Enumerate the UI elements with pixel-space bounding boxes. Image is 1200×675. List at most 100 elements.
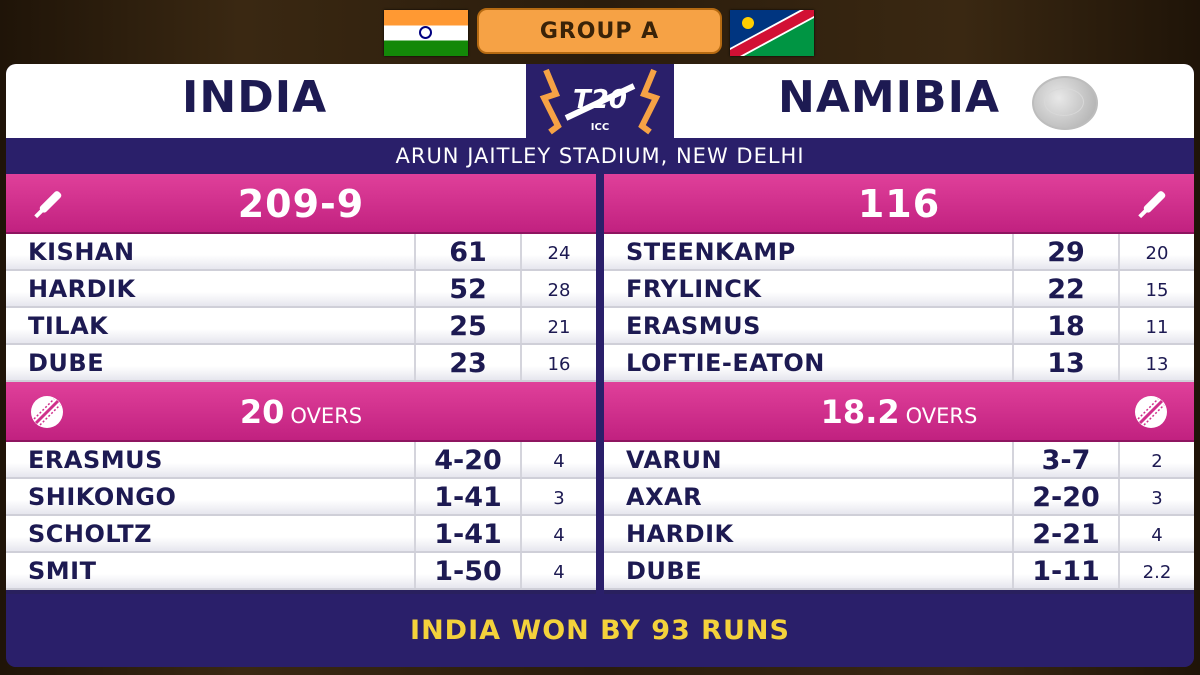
batter-runs: 13: [1047, 348, 1085, 379]
t20-logo: T20 ICC: [526, 64, 674, 138]
table-row: FRYLINCK 22 15: [604, 271, 1194, 308]
table-row: LOFTIE-EATON 13 13: [604, 345, 1194, 382]
bowler-overs: 4: [1151, 525, 1163, 546]
bowler-name: SMIT: [28, 557, 97, 585]
table-row: VARUN 3-7 2: [604, 442, 1194, 479]
overs-value: 18.2: [820, 393, 900, 431]
bowler-name: HARDIK: [626, 520, 734, 548]
batter-runs: 29: [1047, 237, 1085, 268]
cricket-ball-icon: [31, 396, 63, 428]
table-row: ERASMUS 18 11: [604, 308, 1194, 345]
batter-balls: 13: [1145, 354, 1169, 375]
table-row: SHIKONGO 1-41 3: [6, 479, 596, 516]
table-row: SCHOLTZ 1-41 4: [6, 516, 596, 553]
bowler-name: SHIKONGO: [28, 483, 177, 511]
namibia-flag: [730, 10, 814, 56]
bowler-figures: 2-20: [1032, 482, 1100, 513]
bowler-figures: 1-11: [1032, 556, 1100, 587]
innings-b-score-bar: 116: [604, 174, 1194, 234]
bowler-overs: 2.2: [1142, 562, 1172, 583]
bowler-overs: 2: [1151, 451, 1163, 472]
innings-a-bowling: ERASMUS 4-20 4 SHIKONGO 1-41 3 SCHOLTZ 1-41 4 …: [6, 442, 596, 590]
bowler-name: DUBE: [626, 557, 703, 585]
batter-runs: 23: [449, 348, 487, 379]
cricket-ball-icon: [1135, 396, 1167, 428]
innings-b: 116 STEENKAMP 29 20 FRYLINCK 22 15 ERASMUS 18…: [604, 174, 1194, 594]
batter-balls: 11: [1145, 317, 1169, 338]
bowler-figures: 4-20: [434, 445, 502, 476]
top-bar: GROUP A: [0, 8, 1200, 56]
overs-label: OVERS: [290, 404, 363, 428]
table-row: HARDIK 2-21 4: [604, 516, 1194, 553]
bowler-figures: 3-7: [1041, 445, 1091, 476]
batter-runs: 22: [1047, 274, 1085, 305]
batter-name: HARDIK: [28, 275, 136, 303]
innings-b-bowling: VARUN 3-7 2 AXAR 2-20 3 HARDIK 2-21 4 DUBE 1-11…: [604, 442, 1194, 590]
batter-name: TILAK: [28, 312, 109, 340]
bowler-figures: 1-41: [434, 519, 502, 550]
bowler-overs: 4: [553, 562, 565, 583]
bowler-figures: 2-21: [1032, 519, 1100, 550]
batter-name: ERASMUS: [626, 312, 761, 340]
bowler-figures: 1-41: [434, 482, 502, 513]
team-a-name: INDIA: [182, 72, 328, 123]
logo-sub: ICC: [591, 122, 609, 133]
bowler-overs: 3: [553, 488, 565, 509]
result-bar: INDIA WON BY 93 RUNS: [6, 594, 1194, 667]
batter-balls: 24: [547, 243, 571, 264]
innings-a-score-bar: 209-9: [6, 174, 596, 234]
batter-balls: 15: [1145, 280, 1169, 301]
batter-balls: 16: [547, 354, 571, 375]
overs-label: OVERS: [905, 404, 978, 428]
batter-name: STEENKAMP: [626, 238, 796, 266]
innings-a-overs: 20 OVERS: [6, 382, 596, 448]
bowler-name: ERASMUS: [28, 446, 163, 474]
batter-balls: 28: [547, 280, 571, 301]
team-b-name: NAMIBIA: [778, 72, 1000, 123]
overs-value: 20: [239, 393, 285, 431]
venue-bar: ARUN JAITLEY STADIUM, NEW DELHI: [6, 138, 1194, 174]
column-divider: [596, 174, 604, 594]
innings-b-batting: STEENKAMP 29 20 FRYLINCK 22 15 ERASMUS 18 11 L…: [604, 234, 1194, 382]
innings-a: 209-9 KISHAN 61 24 HARDIK 52 28 TILAK 25 21 DU…: [6, 174, 596, 594]
match-result: INDIA WON BY 93 RUNS: [410, 615, 790, 646]
batter-balls: 21: [547, 317, 571, 338]
scoreboard: INDIA T20 ICC NAMIBIA ARUN JAITLEY STADI…: [6, 64, 1194, 667]
venue-name: ARUN JAITLEY STADIUM, NEW DELHI: [395, 144, 805, 168]
cricket-bat-icon: [1138, 191, 1166, 219]
logo-text: T20: [573, 85, 627, 115]
table-row: TILAK 25 21: [6, 308, 596, 345]
bowler-figures: 1-50: [434, 556, 502, 587]
batter-name: FRYLINCK: [626, 275, 762, 303]
table-row: DUBE 23 16: [6, 345, 596, 382]
bowler-name: SCHOLTZ: [28, 520, 152, 548]
table-row: HARDIK 52 28: [6, 271, 596, 308]
innings-b-score: 116: [857, 182, 941, 226]
batter-name: KISHAN: [28, 238, 135, 266]
innings-a-overs-bar: 20 OVERS: [6, 382, 596, 442]
table-row: DUBE 1-11 2.2: [604, 553, 1194, 590]
group-badge: GROUP A: [477, 8, 722, 54]
bowler-name: AXAR: [626, 483, 703, 511]
batter-runs: 25: [449, 311, 487, 342]
table-row: AXAR 2-20 3: [604, 479, 1194, 516]
india-flag: [384, 10, 468, 56]
bowler-name: VARUN: [626, 446, 723, 474]
coin-icon: [1032, 76, 1098, 130]
table-row: SMIT 1-50 4: [6, 553, 596, 590]
batter-runs: 18: [1047, 311, 1085, 342]
innings-a-score: 209-9: [237, 182, 365, 226]
innings-a-batting: KISHAN 61 24 HARDIK 52 28 TILAK 25 21 DUBE 23 16: [6, 234, 596, 382]
table-row: STEENKAMP 29 20: [604, 234, 1194, 271]
bowler-overs: 4: [553, 525, 565, 546]
batter-name: LOFTIE-EATON: [626, 349, 825, 377]
innings-b-overs-bar: 18.2 OVERS: [604, 382, 1194, 442]
batter-runs: 52: [449, 274, 487, 305]
batter-balls: 20: [1145, 243, 1169, 264]
table-row: ERASMUS 4-20 4: [6, 442, 596, 479]
cricket-bat-icon: [34, 191, 62, 219]
match-header: INDIA T20 ICC NAMIBIA: [6, 64, 1194, 138]
batter-runs: 61: [449, 237, 487, 268]
table-row: KISHAN 61 24: [6, 234, 596, 271]
innings-b-overs: 18.2 OVERS: [604, 382, 1194, 448]
